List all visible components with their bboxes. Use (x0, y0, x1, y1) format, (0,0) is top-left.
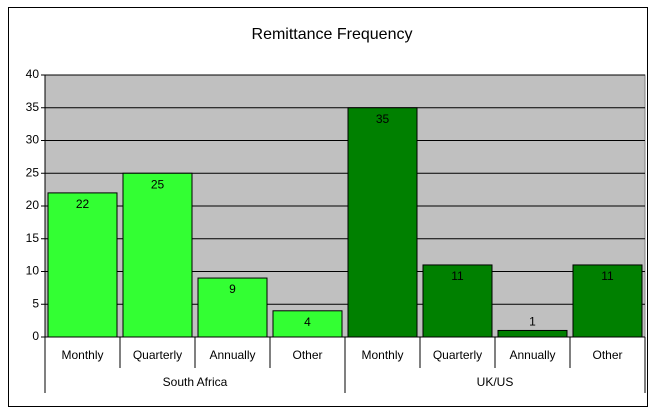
data-label: 11 (451, 269, 464, 283)
x-tick-label: Monthly (61, 348, 103, 362)
x-tick-label: Other (592, 348, 622, 362)
data-label: 1 (529, 315, 536, 329)
x-tick-label: Quarterly (133, 348, 182, 362)
bar (422, 264, 493, 338)
bar (122, 172, 193, 338)
bar (197, 277, 268, 338)
y-tick-label: 20 (26, 198, 40, 212)
chart-title: Remittance Frequency (252, 26, 413, 43)
bar (347, 107, 418, 338)
bar (272, 310, 343, 338)
x-group-label: UK/US (477, 375, 514, 389)
data-label: 35 (376, 112, 390, 126)
data-label: 11 (601, 269, 614, 283)
y-tick-label: 15 (26, 231, 40, 245)
bar (497, 329, 568, 338)
y-tick-label: 25 (26, 165, 40, 179)
x-tick-label: Quarterly (433, 348, 482, 362)
y-tick-label: 0 (32, 329, 39, 343)
data-label: 9 (229, 282, 236, 296)
y-tick-label: 5 (32, 296, 39, 310)
x-tick-label: Other (292, 348, 322, 362)
y-tick-label: 35 (26, 100, 40, 114)
y-tick-label: 30 (26, 133, 40, 147)
x-tick-label: Monthly (361, 348, 403, 362)
x-group-label: South Africa (163, 375, 228, 389)
data-label: 25 (151, 177, 165, 191)
data-label: 4 (304, 315, 311, 329)
y-tick-label: 40 (26, 67, 40, 81)
x-tick-label: Annually (209, 348, 255, 362)
bar (47, 192, 118, 338)
data-label: 22 (76, 197, 90, 211)
y-tick-label: 10 (26, 264, 40, 278)
bar (572, 264, 643, 338)
x-tick-label: Annually (509, 348, 555, 362)
